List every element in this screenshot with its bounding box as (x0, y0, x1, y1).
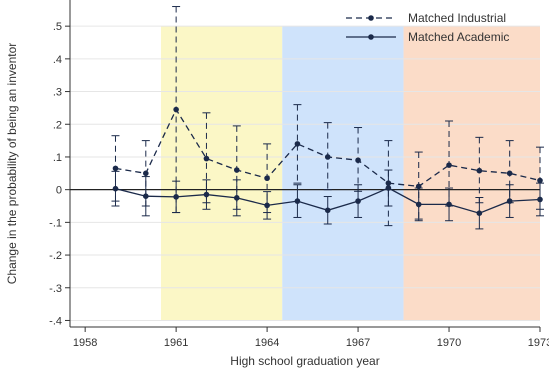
shaded-region-3 (403, 26, 540, 321)
industrial-point (294, 141, 301, 147)
x-tick-label: 1973 (528, 337, 549, 349)
shaded-periods (160, 26, 540, 321)
legend-academic-label: Matched Academic (408, 30, 509, 44)
y-tick-label: .1 (53, 152, 62, 164)
academic-point (294, 198, 301, 204)
academic-point (203, 191, 210, 198)
x-tick-label: 1964 (255, 337, 279, 349)
industrial-point (446, 162, 452, 168)
x-tick-label: 1967 (346, 337, 370, 349)
shaded-region-1 (160, 26, 283, 321)
industrial-point (203, 155, 210, 162)
industrial-point (173, 106, 179, 113)
gridlines (70, 25, 540, 321)
legend-academic-marker (368, 34, 374, 40)
legend-industrial-label: Matched Industrial (408, 11, 506, 25)
industrial-point (112, 165, 119, 172)
legend: Matched Industrial Matched Academic (346, 11, 509, 44)
y-tick-label: .5 (53, 21, 62, 33)
industrial-point (537, 177, 543, 184)
x-tick-label: 1961 (164, 337, 188, 349)
academic-point (324, 207, 331, 214)
x-tick-label: 1958 (73, 337, 97, 349)
academic-point (264, 202, 270, 209)
x-axis-title: High school graduation year (230, 354, 379, 368)
y-tick-label: .2 (53, 119, 62, 131)
academic-point (415, 201, 422, 208)
series (111, 6, 544, 230)
x-tick-label: 1970 (437, 337, 461, 349)
academic-point (446, 201, 452, 208)
y-tick-label: -.3 (49, 283, 62, 295)
shaded-region-2 (282, 26, 404, 321)
industrial-point (506, 170, 513, 177)
y-axis-title: Change in the probability of being an in… (5, 43, 19, 285)
legend-industrial-marker (368, 15, 374, 21)
academic-point (476, 210, 483, 217)
y-tick-label: .4 (53, 54, 62, 66)
academic-point (233, 195, 240, 201)
academic-point (143, 193, 149, 199)
academic-point (355, 198, 361, 204)
axes: -.4 -.3 -.2 -.1 0 .1 .2 .3 .4 .5 1958 1961 1964 1967 1… (49, 0, 549, 349)
y-tick-label: -.4 (49, 315, 62, 327)
academic-point (537, 196, 543, 203)
academic-point (506, 198, 513, 204)
y-tick-label: .3 (53, 87, 62, 99)
y-tick-label: 0 (56, 185, 62, 197)
industrial-point (264, 175, 270, 182)
industrial-point (355, 157, 361, 164)
y-tick-label: -.1 (49, 217, 62, 229)
academic-point (385, 185, 392, 191)
academic-point (112, 185, 119, 192)
industrial-point (476, 167, 483, 174)
series-academic (111, 169, 544, 230)
industrial-point (143, 170, 149, 177)
industrial-point (233, 167, 240, 173)
industrial-point (324, 154, 331, 160)
academic-point (173, 194, 179, 200)
y-tick-label: -.2 (49, 250, 62, 262)
